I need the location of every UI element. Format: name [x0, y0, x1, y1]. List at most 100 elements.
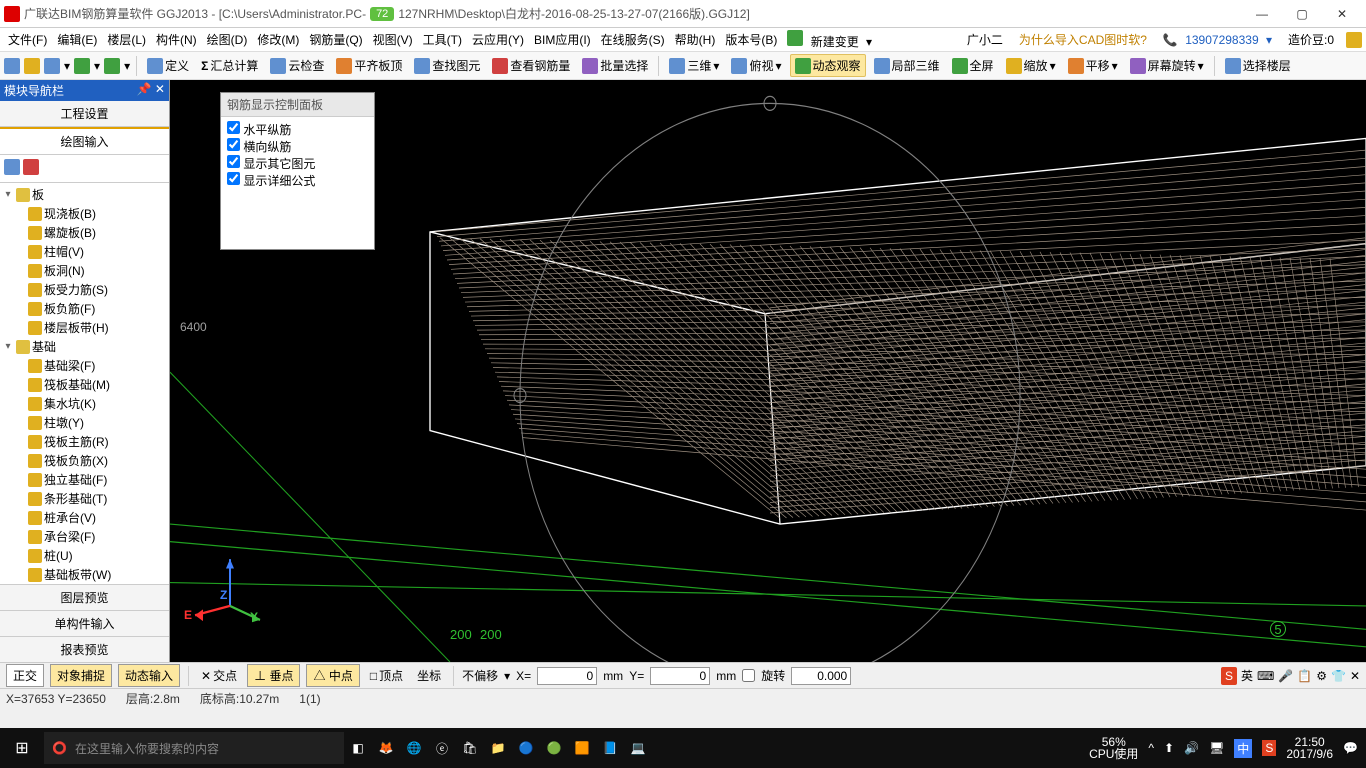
- nav-tab-settings[interactable]: 工程设置: [0, 101, 169, 127]
- new-change[interactable]: 新建变更 ▾: [783, 28, 876, 52]
- menu-item[interactable]: 钢筋量(Q): [305, 29, 366, 50]
- tree-item[interactable]: 独立基础(F): [2, 470, 167, 489]
- orbit-button[interactable]: 动态观察: [790, 54, 866, 77]
- cloud-check-button[interactable]: 云检查: [266, 55, 328, 76]
- task-icon[interactable]: 💻: [624, 734, 652, 762]
- tree-item[interactable]: 楼层板带(H): [2, 318, 167, 337]
- bottom-tab[interactable]: 图层预览: [0, 584, 169, 610]
- ime-icon[interactable]: ✕: [1350, 669, 1360, 683]
- tree-item[interactable]: 现浇板(B): [2, 204, 167, 223]
- nav-tree[interactable]: ▾板现浇板(B)螺旋板(B)柱帽(V)板洞(N)板受力筋(S)板负筋(F)楼层板…: [0, 183, 169, 584]
- screen-rot-button[interactable]: 屏幕旋转▾: [1126, 55, 1208, 76]
- panel-checkbox[interactable]: 显示详细公式: [227, 172, 368, 189]
- tree-item[interactable]: 柱帽(V): [2, 242, 167, 261]
- local3d-button[interactable]: 局部三维: [870, 55, 944, 76]
- menu-item[interactable]: 绘图(D): [203, 29, 252, 50]
- menu-item[interactable]: 视图(V): [369, 29, 417, 50]
- tree-item[interactable]: 承台梁(F): [2, 527, 167, 546]
- batch-sel-button[interactable]: 批量选择: [578, 55, 652, 76]
- minimize-button[interactable]: —: [1242, 1, 1282, 27]
- bottom-tab[interactable]: 报表预览: [0, 636, 169, 662]
- menu-item[interactable]: 版本号(B): [721, 29, 781, 50]
- ortho-toggle[interactable]: 正交: [6, 664, 44, 687]
- cross-toggle[interactable]: ✕ 交点: [197, 665, 241, 686]
- ime-icon[interactable]: 📋: [1297, 669, 1312, 683]
- tree-item[interactable]: 板受力筋(S): [2, 280, 167, 299]
- flat-top-button[interactable]: 平齐板顶: [332, 55, 406, 76]
- perp-toggle[interactable]: ⊥ 垂点: [247, 664, 300, 687]
- tray-icon[interactable]: ⬆: [1164, 741, 1174, 755]
- task-icon[interactable]: 📁: [484, 734, 512, 762]
- task-icon[interactable]: 📘: [596, 734, 624, 762]
- menu-item[interactable]: 工具(T): [419, 29, 466, 50]
- tree-item[interactable]: 板洞(N): [2, 261, 167, 280]
- vert-toggle[interactable]: □ 顶点: [366, 665, 407, 686]
- menu-item[interactable]: 帮助(H): [671, 29, 720, 50]
- offset-mode[interactable]: 不偏移: [462, 667, 498, 684]
- phone-label[interactable]: 📞 13907298339 ▾: [1159, 31, 1276, 49]
- tray-icon[interactable]: 🔊: [1184, 741, 1199, 755]
- top-view-button[interactable]: 俯视▾: [727, 55, 785, 76]
- redo-icon[interactable]: [104, 58, 120, 74]
- tree-item[interactable]: ▾基础: [2, 337, 167, 356]
- osnap-toggle[interactable]: 对象捕捉: [50, 664, 112, 687]
- tree-item[interactable]: 桩承台(V): [2, 508, 167, 527]
- x-input[interactable]: [537, 667, 597, 685]
- tree-item[interactable]: 条形基础(T): [2, 489, 167, 508]
- tray-icon[interactable]: 🖥: [1209, 741, 1224, 755]
- view-rebar-button[interactable]: 查看钢筋量: [488, 55, 574, 76]
- new-icon[interactable]: [4, 58, 20, 74]
- close-button[interactable]: ✕: [1322, 1, 1362, 27]
- panel-checkbox[interactable]: 显示其它图元: [227, 155, 368, 172]
- sum-button[interactable]: Σ 汇总计算: [197, 55, 262, 76]
- tree-item[interactable]: ▾板: [2, 185, 167, 204]
- save-icon[interactable]: [44, 58, 60, 74]
- ime-s[interactable]: S: [1262, 740, 1276, 756]
- y-input[interactable]: [650, 667, 710, 685]
- rot-input[interactable]: [791, 667, 851, 685]
- task-icon[interactable]: 🔵: [512, 734, 540, 762]
- menu-item[interactable]: 修改(M): [253, 29, 303, 50]
- panel-checkbox[interactable]: 水平纵筋: [227, 121, 368, 138]
- menu-item[interactable]: 编辑(E): [53, 29, 101, 50]
- viewport[interactable]: 删除 复制 镜像 移动 旋转 延伸 修剪 打断 合并 分割 对齐▾ 偏移 拉伸 …: [170, 80, 1366, 662]
- ime-icon[interactable]: 🎤: [1278, 669, 1293, 683]
- find-elem-button[interactable]: 查找图元: [410, 55, 484, 76]
- define-button[interactable]: 定义: [143, 55, 193, 76]
- tree-item[interactable]: 桩(U): [2, 546, 167, 565]
- tree-item[interactable]: 筏板负筋(X): [2, 451, 167, 470]
- nav-tab-draw[interactable]: 绘图输入: [0, 127, 169, 155]
- start-button[interactable]: ⊞: [0, 738, 44, 758]
- menu-item[interactable]: 文件(F): [4, 29, 51, 50]
- task-icon[interactable]: ◧: [344, 734, 372, 762]
- tree-item[interactable]: 筏板基础(M): [2, 375, 167, 394]
- tree-item[interactable]: 基础板带(W): [2, 565, 167, 584]
- user-label[interactable]: 广小二: [963, 29, 1007, 50]
- task-icon[interactable]: 🛍: [456, 734, 484, 762]
- taskbar-search[interactable]: ⭕ 在这里输入你要搜索的内容: [44, 732, 344, 764]
- 3d-button[interactable]: 三维▾: [665, 55, 723, 76]
- dyn-toggle[interactable]: 动态输入: [118, 664, 180, 687]
- zoom-button[interactable]: 缩放▾: [1002, 55, 1060, 76]
- tree-item[interactable]: 柱墩(Y): [2, 413, 167, 432]
- task-icon[interactable]: ⓔ: [428, 734, 456, 762]
- tree-item[interactable]: 筏板主筋(R): [2, 432, 167, 451]
- taskbar[interactable]: ⊞ ⭕ 在这里输入你要搜索的内容 ◧ 🦊 🌐 ⓔ 🛍 📁 🔵 🟢 🟧 📘 💻 5…: [0, 728, 1366, 768]
- panel-checkbox[interactable]: 横向纵筋: [227, 138, 368, 155]
- cpu-meter[interactable]: 56%CPU使用: [1089, 736, 1138, 760]
- rebar-display-panel[interactable]: 钢筋显示控制面板 水平纵筋 横向纵筋 显示其它图元 显示详细公式: [220, 92, 375, 250]
- sel-floor-button[interactable]: 选择楼层: [1221, 55, 1295, 76]
- ime-icon[interactable]: ⚙: [1316, 669, 1327, 683]
- maximize-button[interactable]: ▢: [1282, 1, 1322, 27]
- menu-item[interactable]: 云应用(Y): [468, 29, 528, 50]
- coord-toggle[interactable]: 坐标: [413, 665, 445, 686]
- tree-item[interactable]: 螺旋板(B): [2, 223, 167, 242]
- menu-item[interactable]: BIM应用(I): [530, 29, 595, 50]
- tree-item[interactable]: 集水坑(K): [2, 394, 167, 413]
- ime-indicator[interactable]: 中: [1234, 739, 1252, 758]
- ime-lang[interactable]: 英: [1241, 667, 1253, 684]
- open-icon[interactable]: [24, 58, 40, 74]
- rot-check[interactable]: [742, 669, 755, 682]
- menu-item[interactable]: 楼层(L): [103, 29, 150, 50]
- tree-item[interactable]: 基础梁(F): [2, 356, 167, 375]
